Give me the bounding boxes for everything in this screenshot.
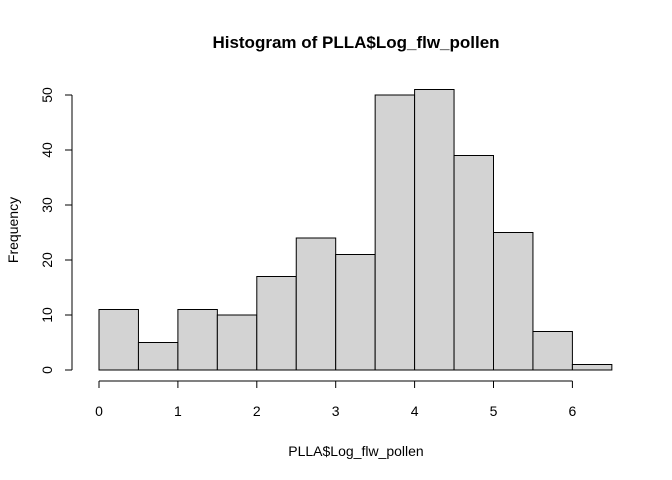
x-axis: 0 1 2 3 4 5 6: [95, 380, 577, 419]
x-tick-label-0: 0: [95, 403, 103, 419]
histogram-bar-9: [453, 155, 494, 371]
histogram-bar-3: [216, 314, 258, 371]
histogram-bar-7: [374, 94, 416, 371]
y-axis-label: Frequency: [5, 197, 21, 263]
y-tick-label-4: 40: [39, 142, 55, 158]
x-tick-label-4: 4: [411, 403, 419, 419]
y-tick-label-0: 0: [39, 366, 55, 374]
histogram-bar-11: [532, 331, 573, 371]
histogram-bar-2: [177, 309, 218, 371]
histogram-bar-6: [335, 254, 376, 371]
histogram-bar-8: [414, 89, 455, 371]
x-tick-label-2: 2: [253, 403, 261, 419]
histogram-bar-5: [295, 237, 337, 371]
y-tick-label-3: 30: [39, 197, 55, 213]
x-tick-label-5: 5: [490, 403, 498, 419]
histogram-bar-10: [493, 232, 534, 371]
histogram-bar-0: [98, 309, 139, 371]
y-tick-label-2: 20: [39, 252, 55, 268]
histogram-bar-12: [571, 364, 613, 371]
chart-title: Histogram of PLLA$Log_flw_pollen: [212, 33, 499, 52]
x-tick-label-1: 1: [174, 403, 182, 419]
x-axis-label: PLLA$Log_flw_pollen: [288, 443, 423, 459]
x-tick-label-6: 6: [569, 403, 577, 419]
histogram-bar-4: [256, 276, 297, 371]
y-tick-label-1: 10: [39, 307, 55, 323]
bars-group: [98, 89, 613, 371]
y-axis: 0 10 20 30 40 50: [39, 87, 73, 374]
y-tick-label-5: 50: [39, 87, 55, 103]
x-tick-label-3: 3: [332, 403, 340, 419]
histogram-bar-1: [137, 342, 179, 371]
